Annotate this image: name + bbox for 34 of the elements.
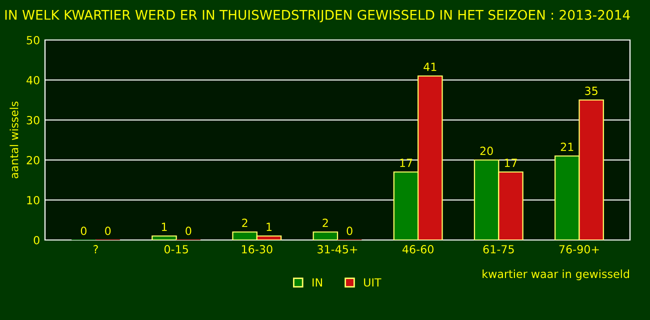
y-axis-title: aantal wissels	[10, 102, 18, 178]
bar	[312, 231, 338, 240]
y-tick-label: 20	[26, 156, 40, 164]
bar	[152, 235, 177, 240]
y-tick-label: 40	[26, 76, 40, 84]
x-tick-label: ?	[94, 245, 98, 254]
x-tick-label: 46-60	[402, 245, 434, 254]
data-label: 41	[424, 62, 436, 71]
x-tick-label: 76-90+	[559, 245, 599, 254]
y-tick-label: 30	[26, 116, 40, 124]
x-tick-label: 0-15	[164, 245, 188, 254]
data-label: 1	[162, 222, 167, 231]
y-tick-label: 0	[34, 236, 40, 244]
data-label: 21	[560, 142, 574, 151]
data-label: 2	[322, 218, 328, 227]
data-label: 0	[186, 226, 192, 236]
x-tick-label: 61-75	[483, 245, 514, 254]
data-label: 1	[266, 222, 272, 231]
data-label: 2	[242, 218, 248, 227]
data-label: 0	[346, 226, 352, 236]
data-label: 20	[480, 146, 493, 156]
data-label: 35	[585, 86, 598, 96]
data-label: 17	[504, 158, 517, 167]
x-axis-title: kwartier waar in gewisseld	[482, 270, 629, 280]
legend-label: IN	[312, 278, 322, 286]
x-tick-label: 16-30	[242, 245, 272, 254]
chart-title: IN WELK KWARTIER WERD ER IN THUISWEDSTRIJDEN GEWISSELD IN HET SEIZOEN : 2013-2014	[5, 10, 630, 22]
y-tick-label: 10	[27, 196, 40, 204]
data-label: 0	[105, 226, 111, 236]
y-tick-label: 50	[26, 36, 40, 44]
legend-label: UIT	[364, 278, 382, 287]
data-label: 17	[400, 158, 412, 167]
x-tick-label: 31-45+	[318, 245, 358, 254]
data-label: 0	[80, 226, 86, 236]
